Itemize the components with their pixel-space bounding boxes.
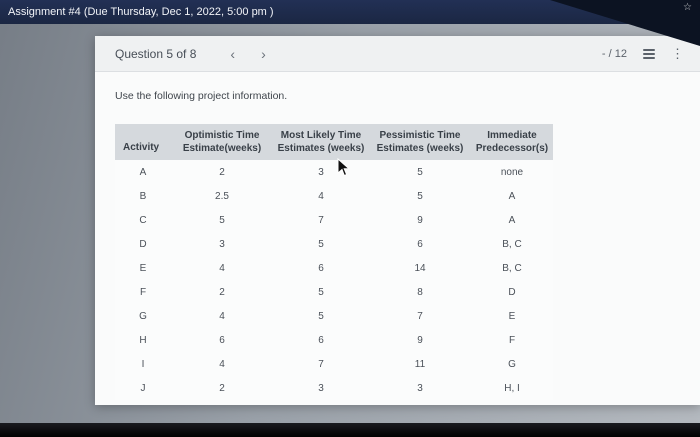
table-row: J 2 3 3 H, I [115,376,553,400]
instruction-text: Use the following project information. [115,90,288,102]
table-header-cell: Pessimistic Time Estimates (weeks) [369,124,471,160]
table-cell: A [471,208,553,232]
table-header-cell: Immediate Predecessor(s) [471,124,553,160]
table-cell: H [115,328,171,352]
table-row: I 4 7 11 G [115,352,553,376]
table-cell: F [471,328,553,352]
question-title: Question 5 of 8 [115,46,197,61]
table-header-cell: Optimistic Time Estimate(weeks) [171,124,273,160]
table-cell: A [471,184,553,208]
table-cell: G [471,352,553,376]
prev-question-button[interactable]: ‹ [224,45,241,63]
table-cell: 4 [171,256,273,280]
table-cell: 3 [273,376,369,400]
question-header-right: - / 12 ⋮ [602,47,684,60]
table-cell: 7 [273,352,369,376]
question-body: Use the following project information. A… [95,72,700,400]
table-cell: J [115,376,171,400]
table-cell: 14 [369,256,471,280]
table-cell: none [471,160,553,184]
table-cell: 3 [273,160,369,184]
table-cell: 6 [171,328,273,352]
table-cell: 5 [273,280,369,304]
table-cell: 9 [369,328,471,352]
table-cell: E [471,304,553,328]
table-cell: 2 [171,160,273,184]
table-cell: D [471,280,553,304]
table-cell: 2 [171,376,273,400]
table-cell: G [115,304,171,328]
table-cell: 11 [369,352,471,376]
table-cell: 6 [369,232,471,256]
table-cell: 5 [369,160,471,184]
table-cell: B, C [471,256,553,280]
table-row: D 3 5 6 B, C [115,232,553,256]
table-cell: E [115,256,171,280]
question-header: Question 5 of 8 ‹ › - / 12 ⋮ [95,36,700,72]
table-cell: D [115,232,171,256]
table-cell: 8 [369,280,471,304]
table-cell: H, I [471,376,553,400]
table-cell: B, C [471,232,553,256]
table-cell: 5 [369,184,471,208]
table-cell: 5 [171,208,273,232]
table-header-cell: Most Likely Time Estimates (weeks) [273,124,369,160]
question-card: Question 5 of 8 ‹ › - / 12 ⋮ Use the fol… [95,36,700,405]
table-row: E 4 6 14 B, C [115,256,553,280]
table-cell: 7 [273,208,369,232]
table-cell: B [115,184,171,208]
table-cell: I [115,352,171,376]
project-table: Activity Optimistic Time Estimate(weeks) M… [115,124,553,400]
table-cell: 9 [369,208,471,232]
table-cell: 3 [171,232,273,256]
table-cell: A [115,160,171,184]
table-cell: C [115,208,171,232]
table-cell: 4 [273,184,369,208]
table-cell: 2.5 [171,184,273,208]
table-cell: 5 [273,232,369,256]
table-cell: 6 [273,328,369,352]
table-header-cell: Activity [115,124,171,160]
next-question-button[interactable]: › [255,45,272,63]
table-row: B 2.5 4 5 A [115,184,553,208]
table-cell: 4 [171,352,273,376]
table-cell: 6 [273,256,369,280]
score-label: - / 12 [601,47,627,60]
bookmark-star-icon: ☆ [683,2,692,13]
screen-bottom-bezel [0,423,700,437]
table-cell: 2 [171,280,273,304]
kebab-menu-icon[interactable]: ⋮ [671,46,684,61]
list-icon[interactable] [643,48,655,59]
table-header-row: Activity Optimistic Time Estimate(weeks) M… [115,124,553,160]
table-cell: 7 [369,304,471,328]
table-cell: F [115,280,171,304]
table-cell: 5 [273,304,369,328]
table-row: A 2 3 5 none [115,160,553,184]
table-cell: 3 [369,376,471,400]
assignment-title: Assignment #4 (Due Thursday, Dec 1, 2022… [8,6,274,18]
table-cell: 4 [171,304,273,328]
